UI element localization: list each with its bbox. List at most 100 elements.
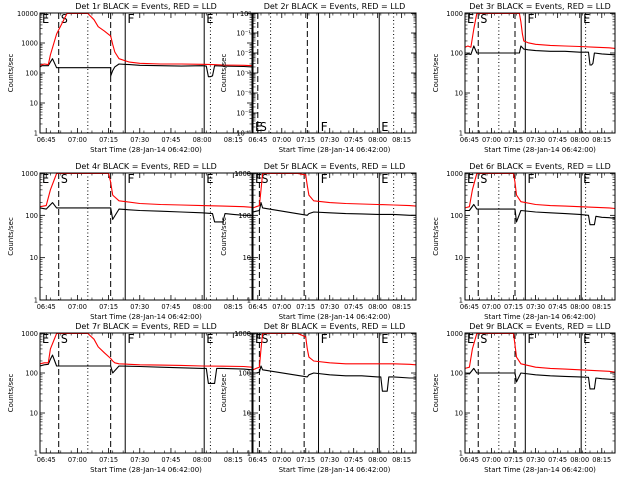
time-marker-label: S <box>480 172 487 186</box>
events-series-line <box>40 58 252 78</box>
y-tick-label: 1000 <box>234 330 251 338</box>
x-tick-label: 07:30 <box>130 303 149 311</box>
time-marker-label: S <box>61 332 68 346</box>
series-group <box>465 13 615 66</box>
x-axis-label: Start Time (28-Jan-14 06:42:00) <box>484 466 596 474</box>
panel-title: Det 9r BLACK = Events, RED = LLD <box>469 322 611 331</box>
panel-title: Det 8r BLACK = Events, RED = LLD <box>264 322 406 331</box>
detector-panel-1: Det 1r BLACK = Events, RED = LLD Counts/s… <box>7 2 253 154</box>
time-marker-label: F <box>127 12 134 26</box>
lld-series-line <box>465 333 615 373</box>
x-tick-label: 06:45 <box>248 456 267 464</box>
detector-panel-2: Det 2r BLACK = Events, RED = LLD Counts/s… <box>220 2 417 154</box>
events-series-line <box>465 45 615 66</box>
x-tick-label: 07:15 <box>99 136 118 144</box>
x-tick-label: 07:45 <box>161 456 180 464</box>
y-tick-label: 10⁻³ <box>236 70 251 78</box>
time-marker-label: F <box>527 12 534 26</box>
x-tick-label: 07:30 <box>526 303 545 311</box>
x-tick-label: 06:45 <box>37 456 56 464</box>
series-group <box>40 13 252 78</box>
panel-title: Det 1r BLACK = Events, RED = LLD <box>75 2 217 11</box>
detector-panel-6: Det 6r BLACK = Events, RED = LLD Counts/s… <box>432 162 616 321</box>
x-tick-label: 07:45 <box>344 456 363 464</box>
x-tick-label: 08:00 <box>193 303 212 311</box>
x-tick-label: 06:45 <box>460 456 479 464</box>
plot-frame <box>39 332 253 454</box>
y-tick-label: 100 <box>25 212 38 220</box>
lld-series-line <box>40 173 252 208</box>
events-series-line <box>40 202 252 223</box>
x-tick-label: 08:00 <box>570 303 589 311</box>
x-tick-label: 07:45 <box>548 136 567 144</box>
events-series-line <box>465 203 615 226</box>
time-marker-label: E <box>206 332 213 346</box>
events-series-line <box>253 202 416 216</box>
plot-frame <box>252 332 417 454</box>
time-marker-label: F <box>127 332 134 346</box>
y-tick-label: 100 <box>25 370 38 378</box>
time-marker-label: E <box>381 332 388 346</box>
x-tick-label: 08:15 <box>224 136 243 144</box>
y-tick-label: 10 <box>455 410 463 418</box>
x-tick-label: 07:30 <box>130 456 149 464</box>
y-tick-label: 1000 <box>446 10 463 18</box>
plot-frame <box>39 12 253 134</box>
time-marker-label: F <box>321 120 328 134</box>
x-tick-label: 07:45 <box>344 303 363 311</box>
detector-panel-4: Det 4r BLACK = Events, RED = LLD Counts/s… <box>7 162 253 321</box>
time-marker-label: F <box>527 332 534 346</box>
lld-series-line <box>253 173 416 209</box>
series-group <box>40 173 252 223</box>
y-axis-label: Counts/sec <box>7 54 15 93</box>
x-tick-label: 07:15 <box>504 303 523 311</box>
y-tick-label: 10 <box>30 410 38 418</box>
y-axis-label: Counts/sec <box>220 54 228 93</box>
x-axis-label: Start Time (28-Jan-14 06:42:00) <box>484 146 596 154</box>
y-tick-label: 10⁻⁶ <box>236 130 251 138</box>
y-tick-label: 10000 <box>17 10 38 18</box>
time-marker-label: E <box>583 172 590 186</box>
time-marker-label: E <box>255 120 262 134</box>
x-tick-label: 08:00 <box>570 456 589 464</box>
events-series-line <box>40 354 252 384</box>
x-tick-label: 08:15 <box>592 136 611 144</box>
detector-panel-8: Det 8r BLACK = Events, RED = LLD Counts/s… <box>220 322 417 474</box>
x-tick-label: 08:00 <box>368 303 387 311</box>
x-tick-label: 07:00 <box>68 303 87 311</box>
lld-series-line <box>40 333 252 368</box>
x-tick-label: 07:00 <box>482 136 501 144</box>
time-marker-label: E <box>255 172 262 186</box>
panel-title: Det 7r BLACK = Events, RED = LLD <box>75 322 217 331</box>
plot-frame <box>464 332 616 454</box>
x-tick-label: 08:00 <box>368 136 387 144</box>
x-tick-label: 08:15 <box>592 303 611 311</box>
panel-title: Det 4r BLACK = Events, RED = LLD <box>75 162 217 171</box>
x-tick-label: 07:15 <box>504 456 523 464</box>
y-tick-label: 10⁻⁴ <box>236 90 251 98</box>
x-tick-label: 07:00 <box>272 136 291 144</box>
series-group <box>465 173 615 226</box>
x-tick-label: 07:45 <box>344 136 363 144</box>
y-axis-label: Counts/sec <box>432 217 440 256</box>
series-group <box>253 173 416 216</box>
y-axis-label: Counts/sec <box>220 217 228 256</box>
x-axis-label: Start Time (28-Jan-14 06:42:00) <box>90 466 202 474</box>
plot-frame <box>252 12 417 134</box>
detector-panel-5: Det 5r BLACK = Events, RED = LLD Counts/s… <box>220 162 417 321</box>
y-tick-label: 10 <box>455 90 463 98</box>
detector-panel-9: Det 9r BLACK = Events, RED = LLD Counts/s… <box>432 322 616 474</box>
x-tick-label: 07:45 <box>548 303 567 311</box>
x-tick-label: 07:45 <box>161 303 180 311</box>
y-axis-label: Counts/sec <box>7 374 15 413</box>
x-tick-label: 06:45 <box>248 303 267 311</box>
y-tick-label: 100 <box>450 212 463 220</box>
lld-series-line <box>253 333 416 371</box>
y-axis-label: Counts/sec <box>432 374 440 413</box>
y-tick-label: 1 <box>459 450 463 458</box>
x-tick-label: 08:00 <box>193 456 212 464</box>
series-group <box>40 333 252 384</box>
y-tick-label: 1000 <box>21 330 38 338</box>
x-tick-label: 08:00 <box>570 136 589 144</box>
time-marker-label: E <box>583 12 590 26</box>
